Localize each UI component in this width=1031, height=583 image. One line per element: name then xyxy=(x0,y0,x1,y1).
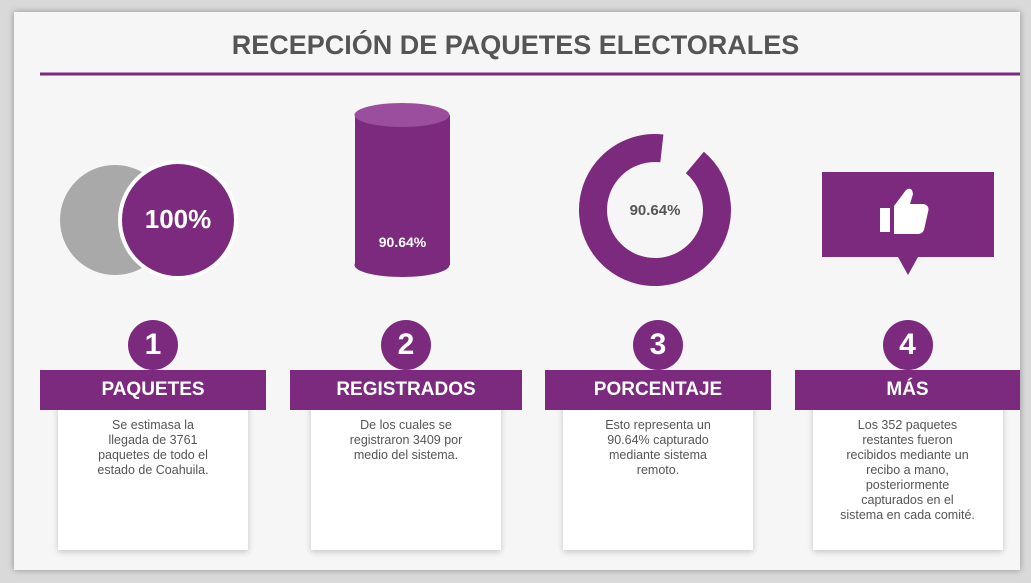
text-line: paquetes de todo el xyxy=(98,448,208,462)
card xyxy=(563,390,753,550)
text-line: capturados en el xyxy=(861,493,954,507)
title: RECEPCIÓN DE PAQUETES ELECTORALES xyxy=(231,30,800,60)
donut xyxy=(579,134,731,286)
cylinder-bottom xyxy=(354,253,450,277)
step-number: 4 xyxy=(882,320,933,370)
step-number: 1 xyxy=(128,320,178,370)
text-line: llegada de 3761 xyxy=(108,433,198,447)
cylinder-top xyxy=(354,103,450,127)
step-number: 2 xyxy=(381,320,431,370)
card-text: Se estimasa la llegada de 3761 paquetes de… xyxy=(58,418,248,478)
card xyxy=(311,390,501,550)
text-line: Los 352 paquetes xyxy=(857,418,958,432)
text-line: posteriormente xyxy=(865,478,950,492)
card-text: De los cuales se registraron 3409 por medi… xyxy=(311,418,501,463)
cylinder-body xyxy=(355,115,450,265)
text-line: Se estimasa la xyxy=(112,418,194,432)
icon-label: 90.64% xyxy=(629,202,681,219)
text-line: sistema en cada comité. xyxy=(840,508,975,522)
text-line: Esto representa un xyxy=(605,418,711,432)
text-line: mediante sistema xyxy=(609,448,707,462)
text-line: medio del sistema. xyxy=(353,448,459,462)
text-line: De los cuales se xyxy=(360,418,452,432)
text-line: remoto. xyxy=(636,463,680,477)
text-line: estado de Coahuila. xyxy=(97,463,209,477)
step-number: 3 xyxy=(633,320,683,370)
card-heading: PAQUETES xyxy=(40,370,266,410)
text-line: registraron 3409 por xyxy=(349,433,463,447)
thumbs-up-icon xyxy=(880,188,929,234)
purple-circle xyxy=(118,160,238,280)
icon-label: 100% xyxy=(144,204,212,234)
card-heading: MÁS xyxy=(795,370,1020,410)
card-heading: PORCENTAJE xyxy=(545,370,771,410)
text-line: recibo a mano, xyxy=(866,463,949,477)
card xyxy=(58,390,248,550)
card-text: Los 352 paquetes restantes fueron recibido… xyxy=(813,418,1003,523)
card-heading: REGISTRADOS xyxy=(290,370,522,410)
icon-label: 90.64% xyxy=(378,234,427,250)
card xyxy=(812,390,1003,550)
text-line: 90.64% capturado xyxy=(607,433,709,447)
text-line: restantes fueron xyxy=(862,433,953,447)
text-line: recibidos mediante un xyxy=(846,448,969,462)
card-text: Esto representa un 90.64% capturado median… xyxy=(563,418,753,478)
